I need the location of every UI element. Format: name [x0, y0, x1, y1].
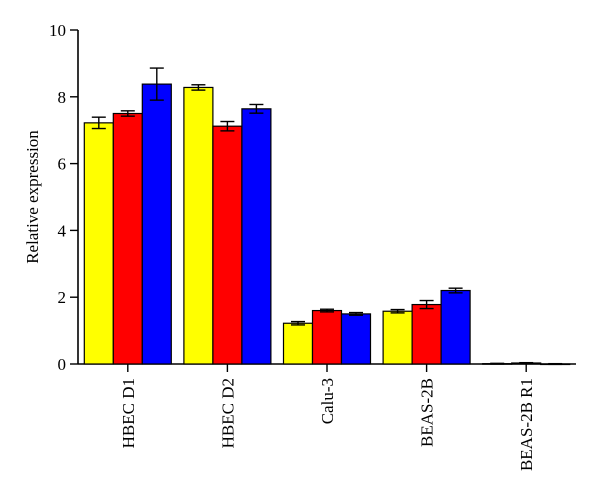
bar-2-hbec-d2	[212, 125, 243, 365]
bar-3-beas-2b	[440, 289, 471, 365]
bar-3-calu-3	[340, 313, 372, 365]
bar-1-hbec-d2	[183, 86, 214, 365]
bar-1-beas-2b	[382, 310, 413, 365]
y-tick-label: 0	[58, 355, 67, 374]
y-tick-label: 10	[49, 21, 66, 40]
y-tick-label: 2	[58, 288, 67, 307]
bar-1-hbec-d1	[83, 122, 114, 365]
y-tick-label: 8	[58, 88, 67, 107]
bar-2-calu-3	[311, 309, 343, 365]
x-tick-label: BEAS-2B	[418, 378, 437, 447]
x-tick-label: HBEC D1	[119, 378, 138, 448]
bar-1-calu-3	[282, 322, 314, 365]
x-tick-label: BEAS-2B R1	[517, 378, 536, 471]
bar-3-hbec-d2	[241, 108, 272, 365]
y-tick-label: 6	[58, 155, 67, 174]
y-axis-title: Relative expression	[23, 130, 42, 264]
bar-3-hbec-d1	[141, 83, 172, 365]
x-tick-label: Calu-3	[318, 378, 337, 424]
x-tick-label: HBEC D2	[218, 378, 237, 448]
y-tick-label: 4	[58, 221, 67, 240]
bar-2-beas-2b	[411, 303, 442, 365]
bar-2-hbec-d1	[112, 112, 143, 365]
plot-area: 0 2 4 6 8 10 HBEC D1 HBEC D2 Calu-3 BEAS-2B BEAS-2…	[49, 21, 576, 471]
